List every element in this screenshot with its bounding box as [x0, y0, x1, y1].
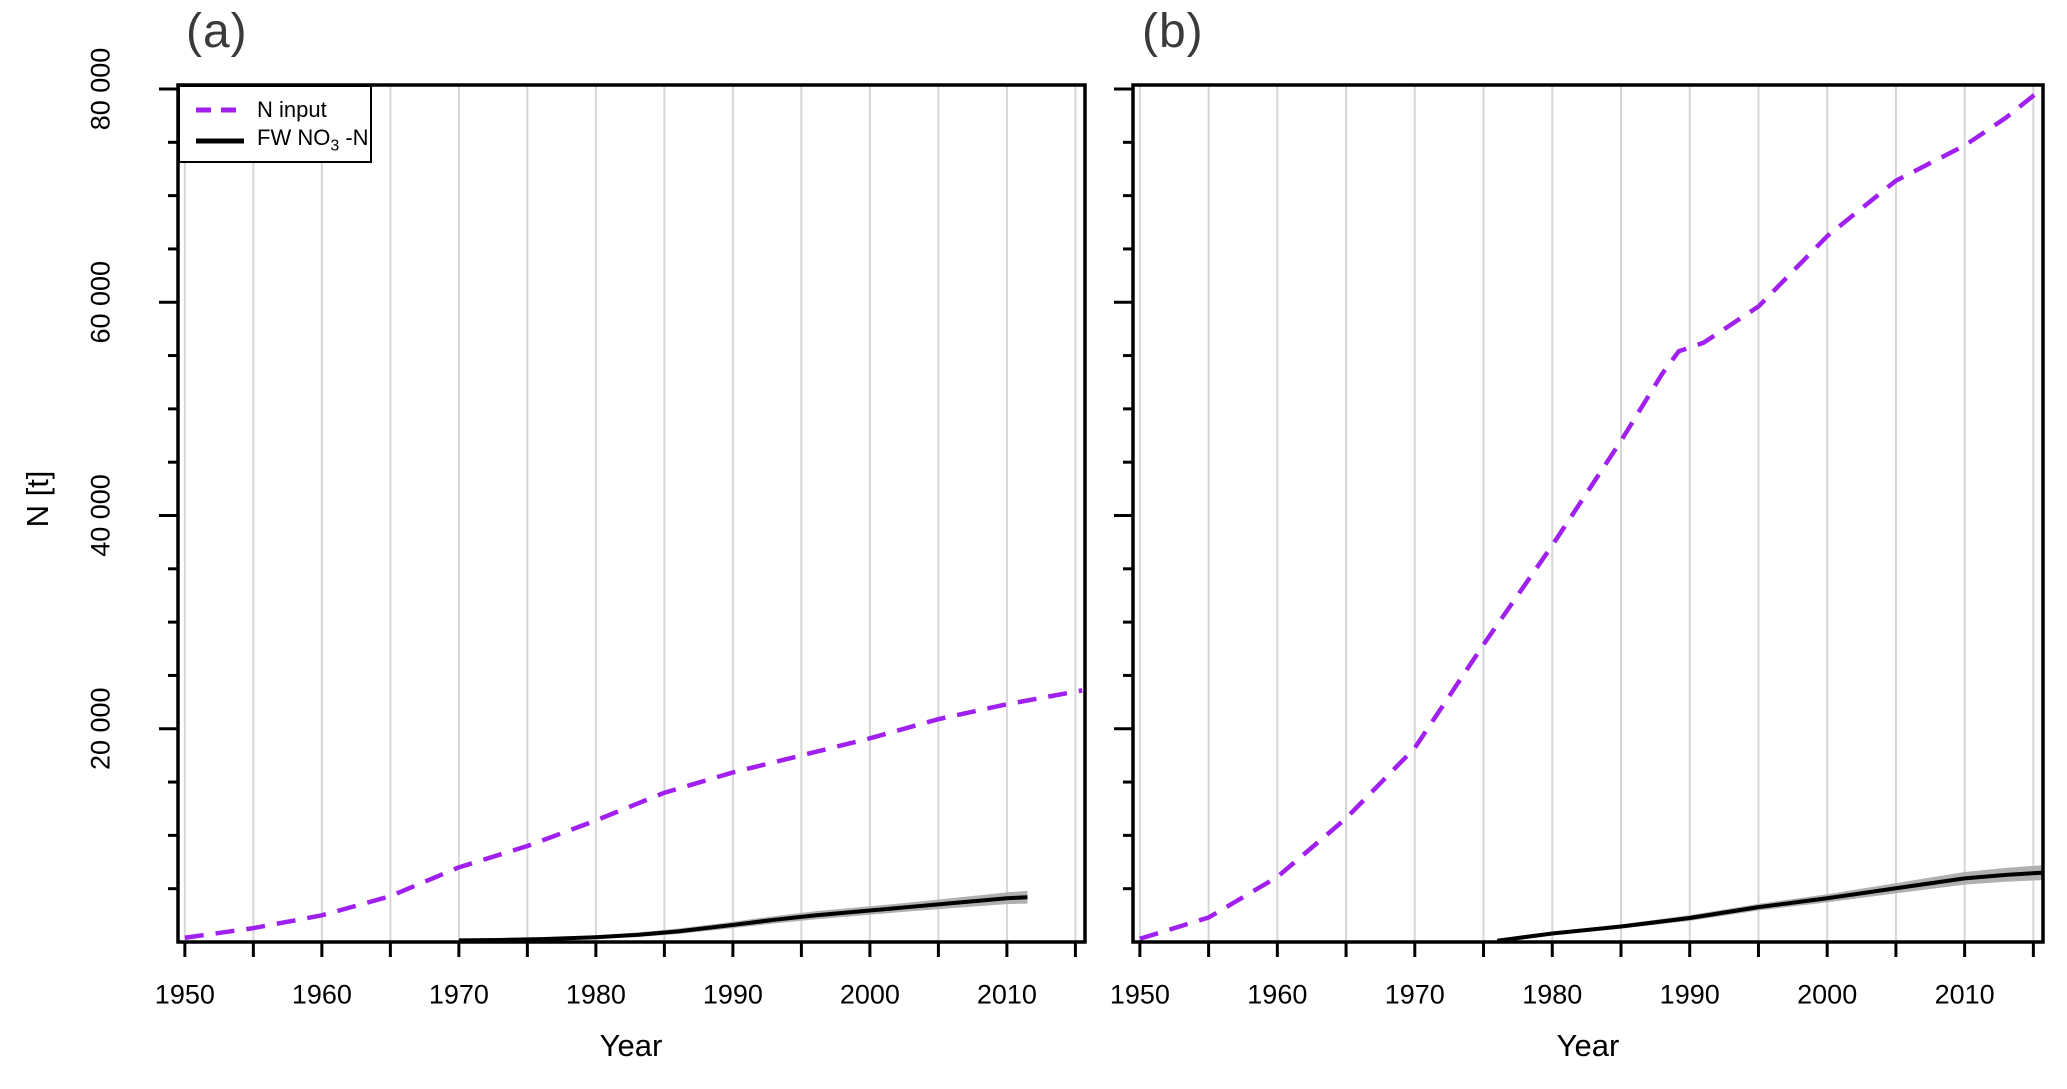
svg-text:40 000: 40 000: [85, 474, 115, 557]
series-line-fw-no3: [1497, 870, 2042, 943]
plot-box: [176, 83, 1087, 944]
svg-text:1960: 1960: [1247, 979, 1307, 1009]
svg-text:1970: 1970: [1385, 979, 1445, 1009]
confidence-band: [1497, 865, 2042, 942]
panel-b-plot: 1950 1960 1970 1980 1990 2000 2010: [1110, 83, 2045, 1009]
x-tick-labels: 1950 1960 1970 1980 1990 2000 2010: [1110, 979, 1995, 1009]
svg-text:1970: 1970: [429, 979, 489, 1009]
plot-box: [1131, 83, 2045, 944]
svg-text:1950: 1950: [155, 979, 215, 1009]
solid-line-icon: [196, 138, 244, 143]
legend-label-fw-no3: FW NO3 -N: [257, 125, 369, 155]
x-axis-label-b: Year: [1556, 1028, 1620, 1063]
confidence-band: [458, 890, 1028, 942]
svg-text:1980: 1980: [566, 979, 626, 1009]
svg-text:1990: 1990: [703, 979, 763, 1009]
panel-a-plot: 1950 1960 1970 1980 1990 2000 2010 20 000 40 000…: [85, 48, 1087, 1009]
svg-text:1990: 1990: [1660, 979, 1720, 1009]
x-tick-labels: 1950 1960 1970 1980 1990 2000 2010: [155, 979, 1037, 1009]
legend: N input FW NO3 -N: [178, 85, 372, 163]
svg-text:20 000: 20 000: [85, 687, 115, 770]
legend-label-n-input: N input: [257, 96, 327, 122]
y-tick-labels: 20 000 40 000 60 000 80 000: [85, 48, 115, 770]
gridlines: [183, 86, 1077, 941]
panel-a-title: (a): [186, 5, 248, 58]
svg-text:60 000: 60 000: [85, 261, 115, 344]
y-axis-label: N [t]: [20, 470, 55, 528]
svg-text:1980: 1980: [1522, 979, 1582, 1009]
dashed-line-icon: [196, 107, 244, 112]
panel-b-title: (b): [1142, 5, 1204, 58]
svg-text:2010: 2010: [977, 979, 1037, 1009]
svg-text:2010: 2010: [1935, 979, 1995, 1009]
svg-text:2000: 2000: [1797, 979, 1857, 1009]
svg-text:80 000: 80 000: [85, 48, 115, 131]
series-line-fw-no3: [458, 895, 1028, 943]
gridlines: [1138, 86, 2035, 941]
x-axis-label-a: Year: [599, 1028, 663, 1063]
legend-item-fw-no3: FW NO3 -N: [196, 125, 370, 156]
series-line-n-input: [1139, 87, 2044, 941]
svg-text:1960: 1960: [292, 979, 352, 1009]
series-line-n-input: [184, 688, 1083, 940]
svg-text:1950: 1950: [1110, 979, 1170, 1009]
legend-item-n-input: N input: [196, 94, 370, 125]
svg-text:2000: 2000: [840, 979, 900, 1009]
